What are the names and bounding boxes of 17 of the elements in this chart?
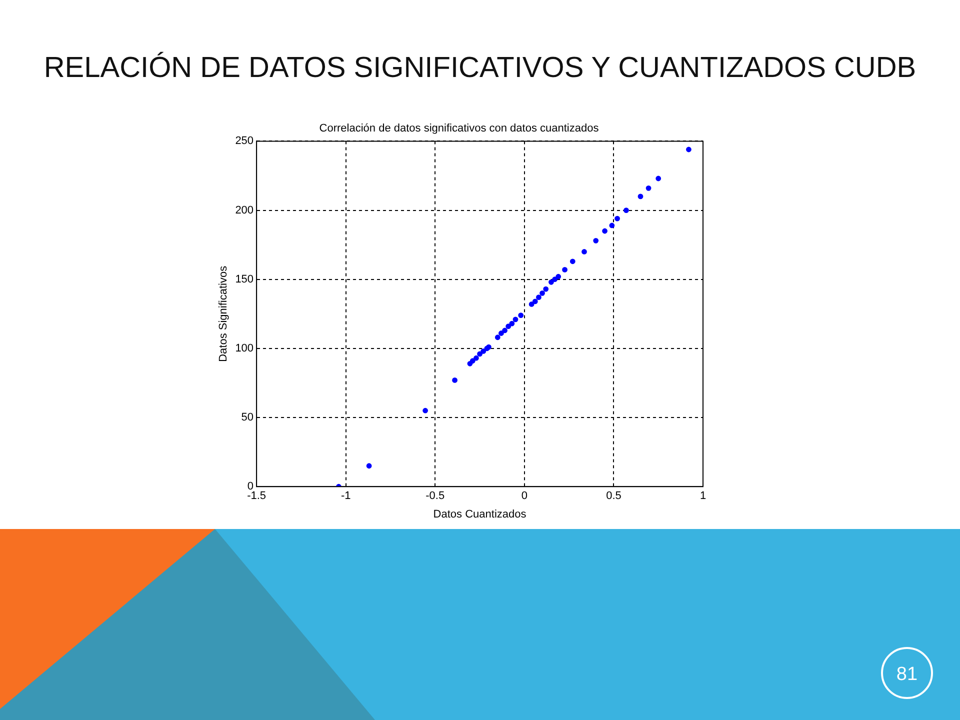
y-tick-label: 200 [235, 204, 254, 216]
x-tick-label: 0.5 [606, 490, 622, 502]
text: RELACIÓN DE DATOS SIGNIFICATIVOS Y CUANTIZADOS CUDB [42, 52, 918, 85]
x-tick-label: -0.5 [426, 490, 445, 502]
chart-title: Correlación de datos significativos con datos cuantizados [319, 122, 600, 135]
y-tick-label: 150 [235, 273, 254, 286]
x-tick-label: -1 [340, 490, 351, 502]
y-axis-title: Datos Significativos [218, 265, 230, 362]
x-tick-label: 0 [521, 490, 528, 502]
y-tick-label: 100 [235, 342, 254, 354]
x-tick-label: 1 [700, 490, 706, 502]
x-tick-label: -1.5 [247, 490, 266, 502]
y-tick-label: 50 [241, 412, 254, 424]
text: 81 [881, 647, 933, 699]
y-tick-label: 250 [235, 135, 254, 148]
x-axis-title: Datos Cuantizados [433, 508, 527, 520]
y-tick-label: 0 [247, 480, 254, 493]
